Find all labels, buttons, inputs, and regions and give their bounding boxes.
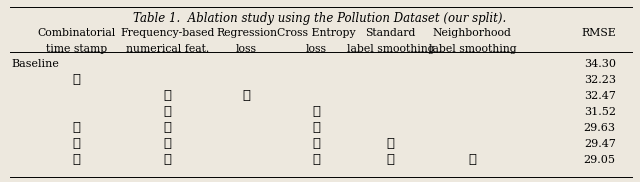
Text: ✓: ✓	[73, 153, 81, 166]
Text: ✓: ✓	[164, 121, 172, 134]
Text: ✓: ✓	[312, 137, 320, 150]
Text: ✓: ✓	[164, 89, 172, 102]
Text: RMSE: RMSE	[581, 28, 616, 38]
Text: ✓: ✓	[312, 121, 320, 134]
Text: label smoothing: label smoothing	[429, 44, 516, 54]
Text: loss: loss	[236, 44, 257, 54]
Text: ✓: ✓	[387, 153, 394, 166]
Text: Cross Entropy: Cross Entropy	[277, 28, 355, 38]
Text: ✓: ✓	[468, 153, 476, 166]
Text: time stamp: time stamp	[46, 44, 108, 54]
Text: ✓: ✓	[73, 73, 81, 86]
Text: numerical feat.: numerical feat.	[126, 44, 209, 54]
Text: loss: loss	[306, 44, 326, 54]
Text: ✓: ✓	[387, 137, 394, 150]
Text: 32.47: 32.47	[584, 91, 616, 101]
Text: ✓: ✓	[164, 105, 172, 118]
Text: 29.63: 29.63	[584, 123, 616, 133]
Text: Combinatorial: Combinatorial	[38, 28, 116, 38]
Text: Neighborhood: Neighborhood	[433, 28, 512, 38]
Text: Frequency-based: Frequency-based	[120, 28, 215, 38]
Text: Regression: Regression	[216, 28, 277, 38]
Text: 32.23: 32.23	[584, 75, 616, 85]
Text: Baseline: Baseline	[12, 59, 60, 69]
Text: ✓: ✓	[164, 153, 172, 166]
Text: 31.52: 31.52	[584, 107, 616, 117]
Text: Table 1.  Ablation study using the Pollution Dataset (our split).: Table 1. Ablation study using the Pollut…	[133, 12, 507, 25]
Text: ✓: ✓	[164, 137, 172, 150]
Text: 34.30: 34.30	[584, 59, 616, 69]
Text: Standard: Standard	[365, 28, 415, 38]
Text: 29.47: 29.47	[584, 139, 616, 149]
Text: ✓: ✓	[73, 137, 81, 150]
Text: ✓: ✓	[312, 105, 320, 118]
Text: ✓: ✓	[312, 153, 320, 166]
Text: ✓: ✓	[73, 121, 81, 134]
Text: label smoothing: label smoothing	[347, 44, 434, 54]
Text: ✓: ✓	[243, 89, 250, 102]
Text: 29.05: 29.05	[584, 155, 616, 165]
